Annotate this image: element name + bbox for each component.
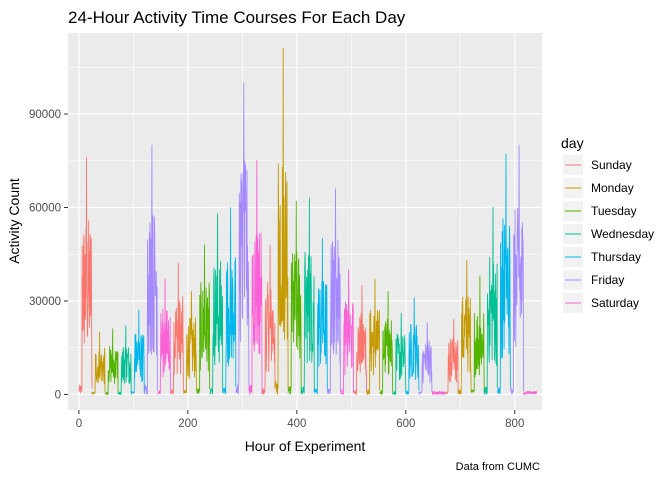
legend-label-tuesday: Tuesday <box>591 204 637 218</box>
chart-title: 24-Hour Activity Time Courses For Each D… <box>68 8 406 27</box>
legend-label-friday: Friday <box>591 273 624 287</box>
x-axis-title: Hour of Experiment <box>245 438 366 454</box>
series-line-friday <box>143 82 524 395</box>
x-tick-label: 400 <box>287 418 306 430</box>
legend-label-wednesday: Wednesday <box>591 227 654 241</box>
y-tick-label: 60000 <box>29 202 61 214</box>
series-line-monday <box>91 48 472 395</box>
legend-label-monday: Monday <box>591 181 634 195</box>
series-line-wednesday <box>117 197 498 395</box>
x-tick-label: 200 <box>178 418 197 430</box>
series-line-tuesday <box>104 200 485 395</box>
y-tick-label: 0 <box>55 389 61 401</box>
axes: 0 200 400 600 800 0 30000 60000 90000 <box>29 109 524 430</box>
series-line-thursday <box>130 154 511 395</box>
x-tick-label: 0 <box>76 418 82 430</box>
legend-label-thursday: Thursday <box>591 250 641 264</box>
legend-label-sunday: Sunday <box>591 158 632 172</box>
legend-label-saturday: Saturday <box>591 296 639 310</box>
y-tick-label: 90000 <box>29 109 61 121</box>
y-tick-label: 30000 <box>29 296 61 308</box>
series-line-saturday <box>157 160 538 395</box>
x-tick-label: 600 <box>396 418 415 430</box>
legend: day Sunday Monday Tuesday Wednesday Thursday… <box>561 135 654 313</box>
y-axis-title: Activity Count <box>6 178 22 264</box>
legend-title: day <box>561 135 584 151</box>
chart-caption: Data from CUMC <box>456 461 540 473</box>
x-tick-label: 800 <box>505 418 524 430</box>
series-lines <box>78 48 538 395</box>
series-line-sunday <box>78 157 459 395</box>
